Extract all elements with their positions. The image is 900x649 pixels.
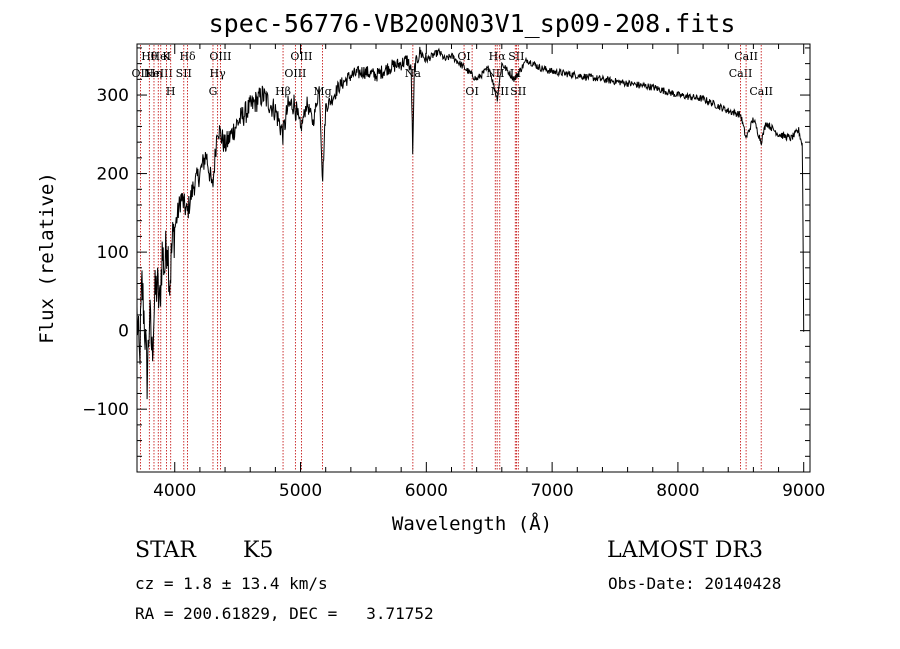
line-label-3: NeIII	[144, 67, 173, 80]
line-label-16: Na	[405, 67, 422, 80]
line-label-7: SII	[176, 67, 192, 80]
y-tick-label-2: 100	[97, 243, 129, 263]
line-label-13: OIII	[284, 67, 306, 80]
survey-label: LAMOST DR3	[607, 538, 763, 563]
y-axis-label: Flux (relative)	[36, 172, 58, 344]
line-label-23: SII	[508, 50, 524, 63]
x-tick-label-1: 5000	[279, 481, 322, 501]
line-label-25: CaII	[729, 67, 753, 80]
class-label: STAR	[135, 538, 196, 563]
line-label-27: CaII	[749, 85, 773, 98]
obs-date: Obs-Date: 20140428	[608, 574, 782, 593]
line-label-20: Hα	[489, 50, 507, 63]
line-label-4: HeI	[151, 50, 171, 63]
y-tick-label-0: −100	[82, 400, 129, 420]
coordinates-readout: RA = 200.61829, DEC = 3.71752	[135, 604, 434, 623]
line-label-18: OI	[465, 85, 478, 98]
line-label-21: NII	[491, 85, 509, 98]
x-tick-label-3: 7000	[530, 481, 573, 501]
y-tick-label-3: 200	[97, 165, 129, 185]
line-label-9: G	[209, 85, 218, 98]
line-label-12: Hβ	[275, 85, 291, 98]
x-tick-label-4: 8000	[656, 481, 699, 501]
line-label-6: H	[166, 85, 176, 98]
emission-line-markers: OIIHθHηNeIIIHeIKHSIIHδGHγOIIIHβOIIIOIIIM…	[132, 45, 773, 471]
line-label-15: Mg	[313, 85, 331, 98]
line-label-1: Hθ	[141, 50, 158, 63]
x-axis-label: Wavelength (Å)	[392, 512, 552, 535]
spectrum-series	[136, 46, 805, 400]
line-label-14: OIII	[290, 50, 312, 63]
line-label-22: Li	[510, 67, 521, 80]
redshift-readout: cz = 1.8 ± 13.4 km/s	[135, 574, 328, 593]
line-label-17: OI	[457, 50, 470, 63]
y-tick-label-1: 0	[118, 322, 129, 342]
line-label-11: OIII	[209, 50, 231, 63]
line-label-8: Hδ	[179, 50, 196, 63]
chart-title: spec-56776-VB200N03V1_sp09-208.fits	[209, 9, 736, 38]
x-tick-label-0: 4000	[153, 481, 196, 501]
spectrum-line	[136, 46, 805, 400]
line-label-24: SII	[510, 85, 526, 98]
line-label-26: CaII	[734, 50, 758, 63]
line-label-10: Hγ	[210, 67, 227, 80]
axis-ticks: 4000 5000 6000 7000 8000 9000 −100 0 100 200 300	[82, 44, 825, 501]
y-tick-label-4: 300	[97, 86, 129, 106]
plot-frame	[136, 43, 811, 473]
x-tick-label-5: 9000	[782, 481, 825, 501]
x-tick-label-2: 6000	[405, 481, 448, 501]
line-label-5: K	[162, 50, 171, 63]
subclass-label: K5	[243, 538, 274, 563]
line-label-0: OII	[132, 67, 150, 80]
